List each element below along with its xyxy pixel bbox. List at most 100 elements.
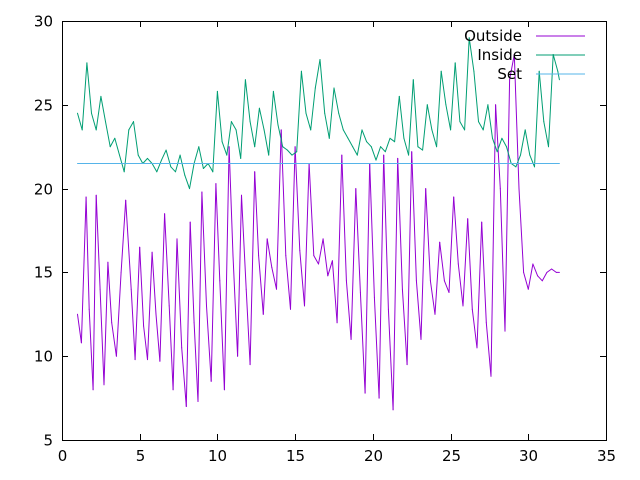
outside-segment	[232, 255, 239, 357]
inside-segment	[557, 70, 560, 81]
inside-segment	[347, 137, 354, 148]
outside-segment	[448, 196, 455, 293]
inside-segment	[235, 129, 242, 159]
inside-segment	[384, 137, 391, 153]
x-tick-label: 25	[442, 447, 461, 465]
outside-segment	[457, 263, 464, 307]
outside-segment	[258, 255, 264, 315]
inside-segment	[324, 112, 330, 139]
outside-segment	[322, 238, 329, 277]
inside-segment	[468, 37, 475, 72]
inside-segment	[86, 62, 92, 114]
outside-segment	[290, 146, 296, 310]
outside-segment	[546, 268, 553, 273]
outside-segment	[254, 171, 260, 257]
outside-segment	[237, 194, 242, 357]
outside-segment	[168, 305, 174, 391]
outside-segment	[308, 163, 315, 257]
inside-segment	[216, 90, 223, 143]
inside-segment	[161, 149, 167, 161]
outside-segment	[397, 157, 403, 290]
outside-segment	[139, 246, 145, 327]
inside-segment	[412, 79, 419, 148]
outside-segment	[85, 196, 90, 310]
inside-segment	[543, 121, 549, 148]
inside-segment	[394, 95, 400, 143]
outside-segment	[406, 151, 413, 366]
outside-segment	[197, 191, 203, 402]
inside-segment	[179, 154, 186, 176]
outside-segment	[336, 154, 343, 324]
inside-segment	[109, 137, 116, 148]
outside-segment	[373, 297, 380, 399]
inside-segment	[342, 129, 349, 139]
outside-segment	[134, 246, 141, 361]
outside-segment	[241, 194, 247, 290]
outside-segment	[481, 221, 487, 324]
outside-segment	[103, 261, 109, 386]
inside-segment	[258, 107, 265, 131]
inside-segment	[254, 107, 260, 148]
inside-segment	[552, 54, 559, 72]
outside-segment	[206, 305, 212, 382]
outside-segment	[215, 183, 221, 282]
outside-segment	[420, 188, 427, 340]
outside-segment	[462, 218, 469, 307]
inside-segment	[548, 54, 554, 148]
outside-segment	[355, 188, 361, 293]
inside-segment	[263, 129, 270, 156]
outside-segment	[364, 163, 371, 394]
outside-segment	[189, 221, 195, 324]
outside-segment	[304, 163, 310, 307]
legend-label-set: Set	[497, 65, 522, 83]
outside-segment	[262, 238, 268, 315]
outside-segment	[280, 129, 287, 257]
series-outside	[77, 54, 560, 411]
outside-segment	[471, 308, 478, 349]
outside-segment	[518, 188, 525, 273]
inside-segment	[356, 129, 363, 156]
inside-segment	[417, 146, 424, 151]
outside-segment	[513, 54, 520, 190]
y-tick-label: 20	[34, 181, 53, 199]
inside-segment	[230, 121, 237, 131]
inside-segment	[538, 70, 545, 123]
outside-segment	[439, 241, 445, 282]
outside-segment	[443, 280, 450, 293]
outside-segment	[130, 288, 136, 361]
outside-segment	[551, 268, 557, 273]
outside-segment	[99, 288, 105, 386]
inside-segment	[440, 70, 447, 106]
inside-segment	[398, 95, 405, 139]
outside-segment	[495, 104, 501, 190]
inside-segment	[487, 104, 493, 139]
outside-segment	[80, 196, 87, 344]
outside-segment	[164, 213, 170, 307]
inside-segment	[147, 157, 153, 164]
inside-segment	[291, 151, 298, 156]
inside-segment	[408, 79, 414, 156]
outside-segment	[378, 154, 385, 399]
inside-segment	[249, 121, 256, 148]
y-tick-label: 15	[34, 264, 53, 282]
inside-segment	[450, 62, 456, 131]
inside-segment	[212, 90, 218, 173]
outside-segment	[527, 263, 534, 290]
inside-segment	[198, 146, 204, 169]
inside-segment	[142, 157, 148, 164]
x-tick-label: 5	[136, 447, 146, 465]
inside-segment	[286, 149, 293, 156]
inside-segment	[156, 159, 162, 173]
inside-segment	[165, 149, 172, 168]
outside-segment	[313, 255, 319, 265]
inside-segment	[100, 95, 106, 123]
inside-segment	[478, 121, 484, 131]
outside-segment	[155, 313, 161, 362]
outside-segment	[327, 260, 333, 277]
outside-segment	[476, 221, 483, 349]
outside-segment	[541, 271, 548, 282]
inside-segment	[426, 104, 433, 131]
inside-segment	[244, 79, 251, 123]
inside-segment	[193, 146, 200, 164]
inside-segment	[431, 129, 438, 148]
